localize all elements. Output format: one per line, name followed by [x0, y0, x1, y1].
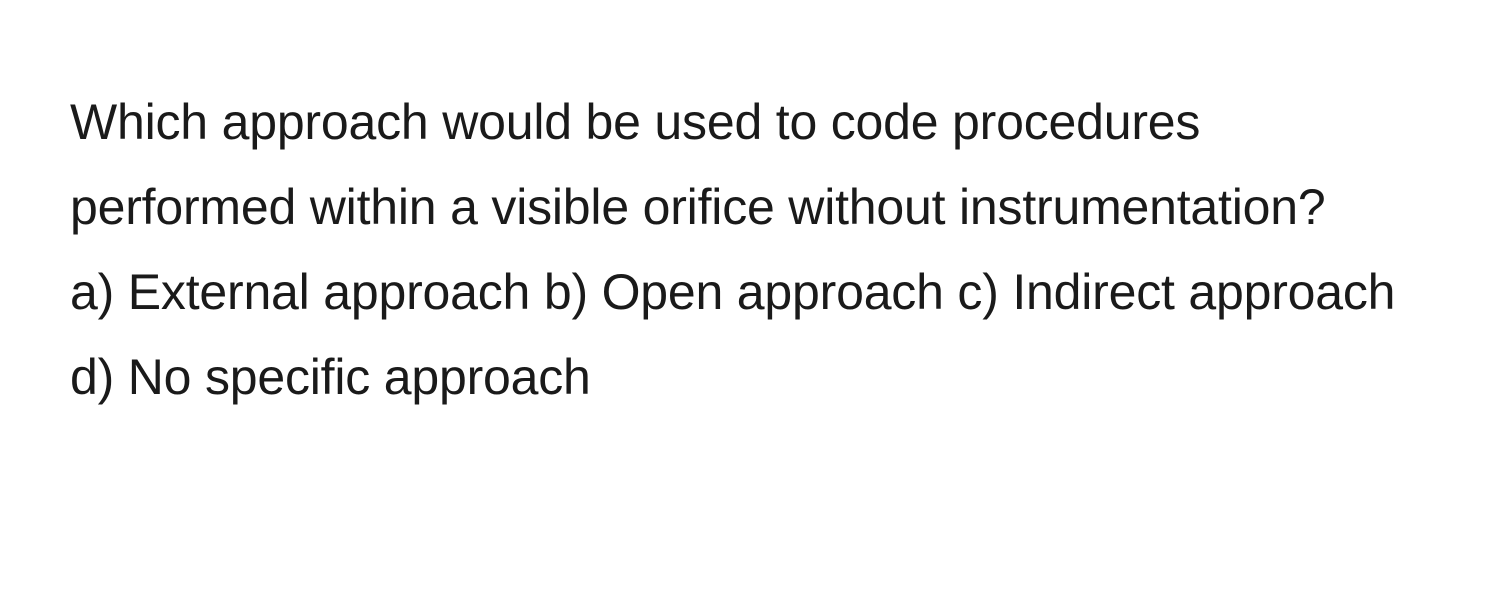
question-text: Which approach would be used to code pro… — [70, 80, 1430, 250]
question-block: Which approach would be used to code pro… — [0, 0, 1500, 600]
answer-options: a) External approach b) Open approach c)… — [70, 250, 1430, 420]
